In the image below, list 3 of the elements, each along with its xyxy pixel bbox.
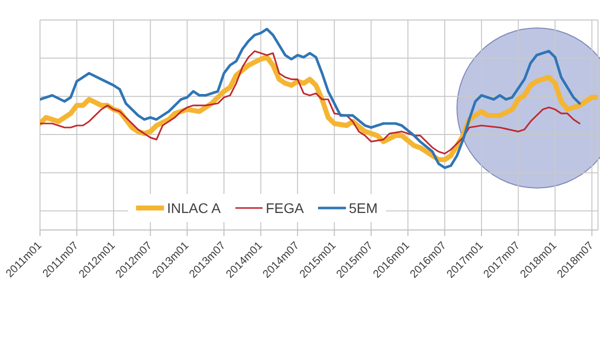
- legend-label: 5EM: [348, 200, 378, 216]
- legend-label: FEGA: [266, 200, 304, 216]
- legend-label: INLAC A: [167, 200, 221, 216]
